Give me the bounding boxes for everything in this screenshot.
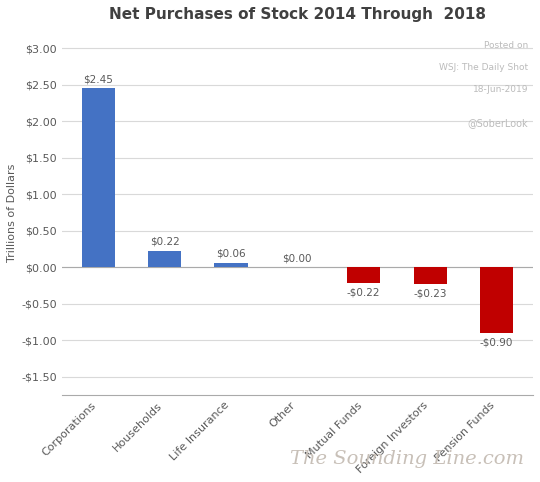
Bar [82, 89, 114, 268]
Text: $2.45: $2.45 [83, 74, 113, 84]
Text: $0.06: $0.06 [216, 249, 246, 259]
Text: Posted on: Posted on [484, 41, 528, 50]
Text: @SoberLook: @SoberLook [468, 118, 528, 128]
Text: 18-Jun-2019: 18-Jun-2019 [473, 85, 528, 94]
Bar [480, 268, 513, 333]
Bar [347, 268, 380, 283]
Text: -$0.90: -$0.90 [480, 337, 513, 348]
Bar [148, 251, 181, 268]
Text: WSJ: The Daily Shot: WSJ: The Daily Shot [439, 63, 528, 72]
Text: -$0.22: -$0.22 [347, 288, 381, 298]
Text: $0.22: $0.22 [150, 237, 179, 247]
Text: $0.00: $0.00 [282, 253, 312, 263]
Text: The Sounding Line.com: The Sounding Line.com [290, 450, 524, 468]
Bar [414, 268, 447, 284]
Y-axis label: Trillions of Dollars: Trillions of Dollars [7, 163, 17, 262]
Bar [214, 263, 247, 268]
Text: -$0.23: -$0.23 [414, 289, 447, 299]
Title: Net Purchases of Stock 2014 Through  2018: Net Purchases of Stock 2014 Through 2018 [109, 7, 486, 22]
